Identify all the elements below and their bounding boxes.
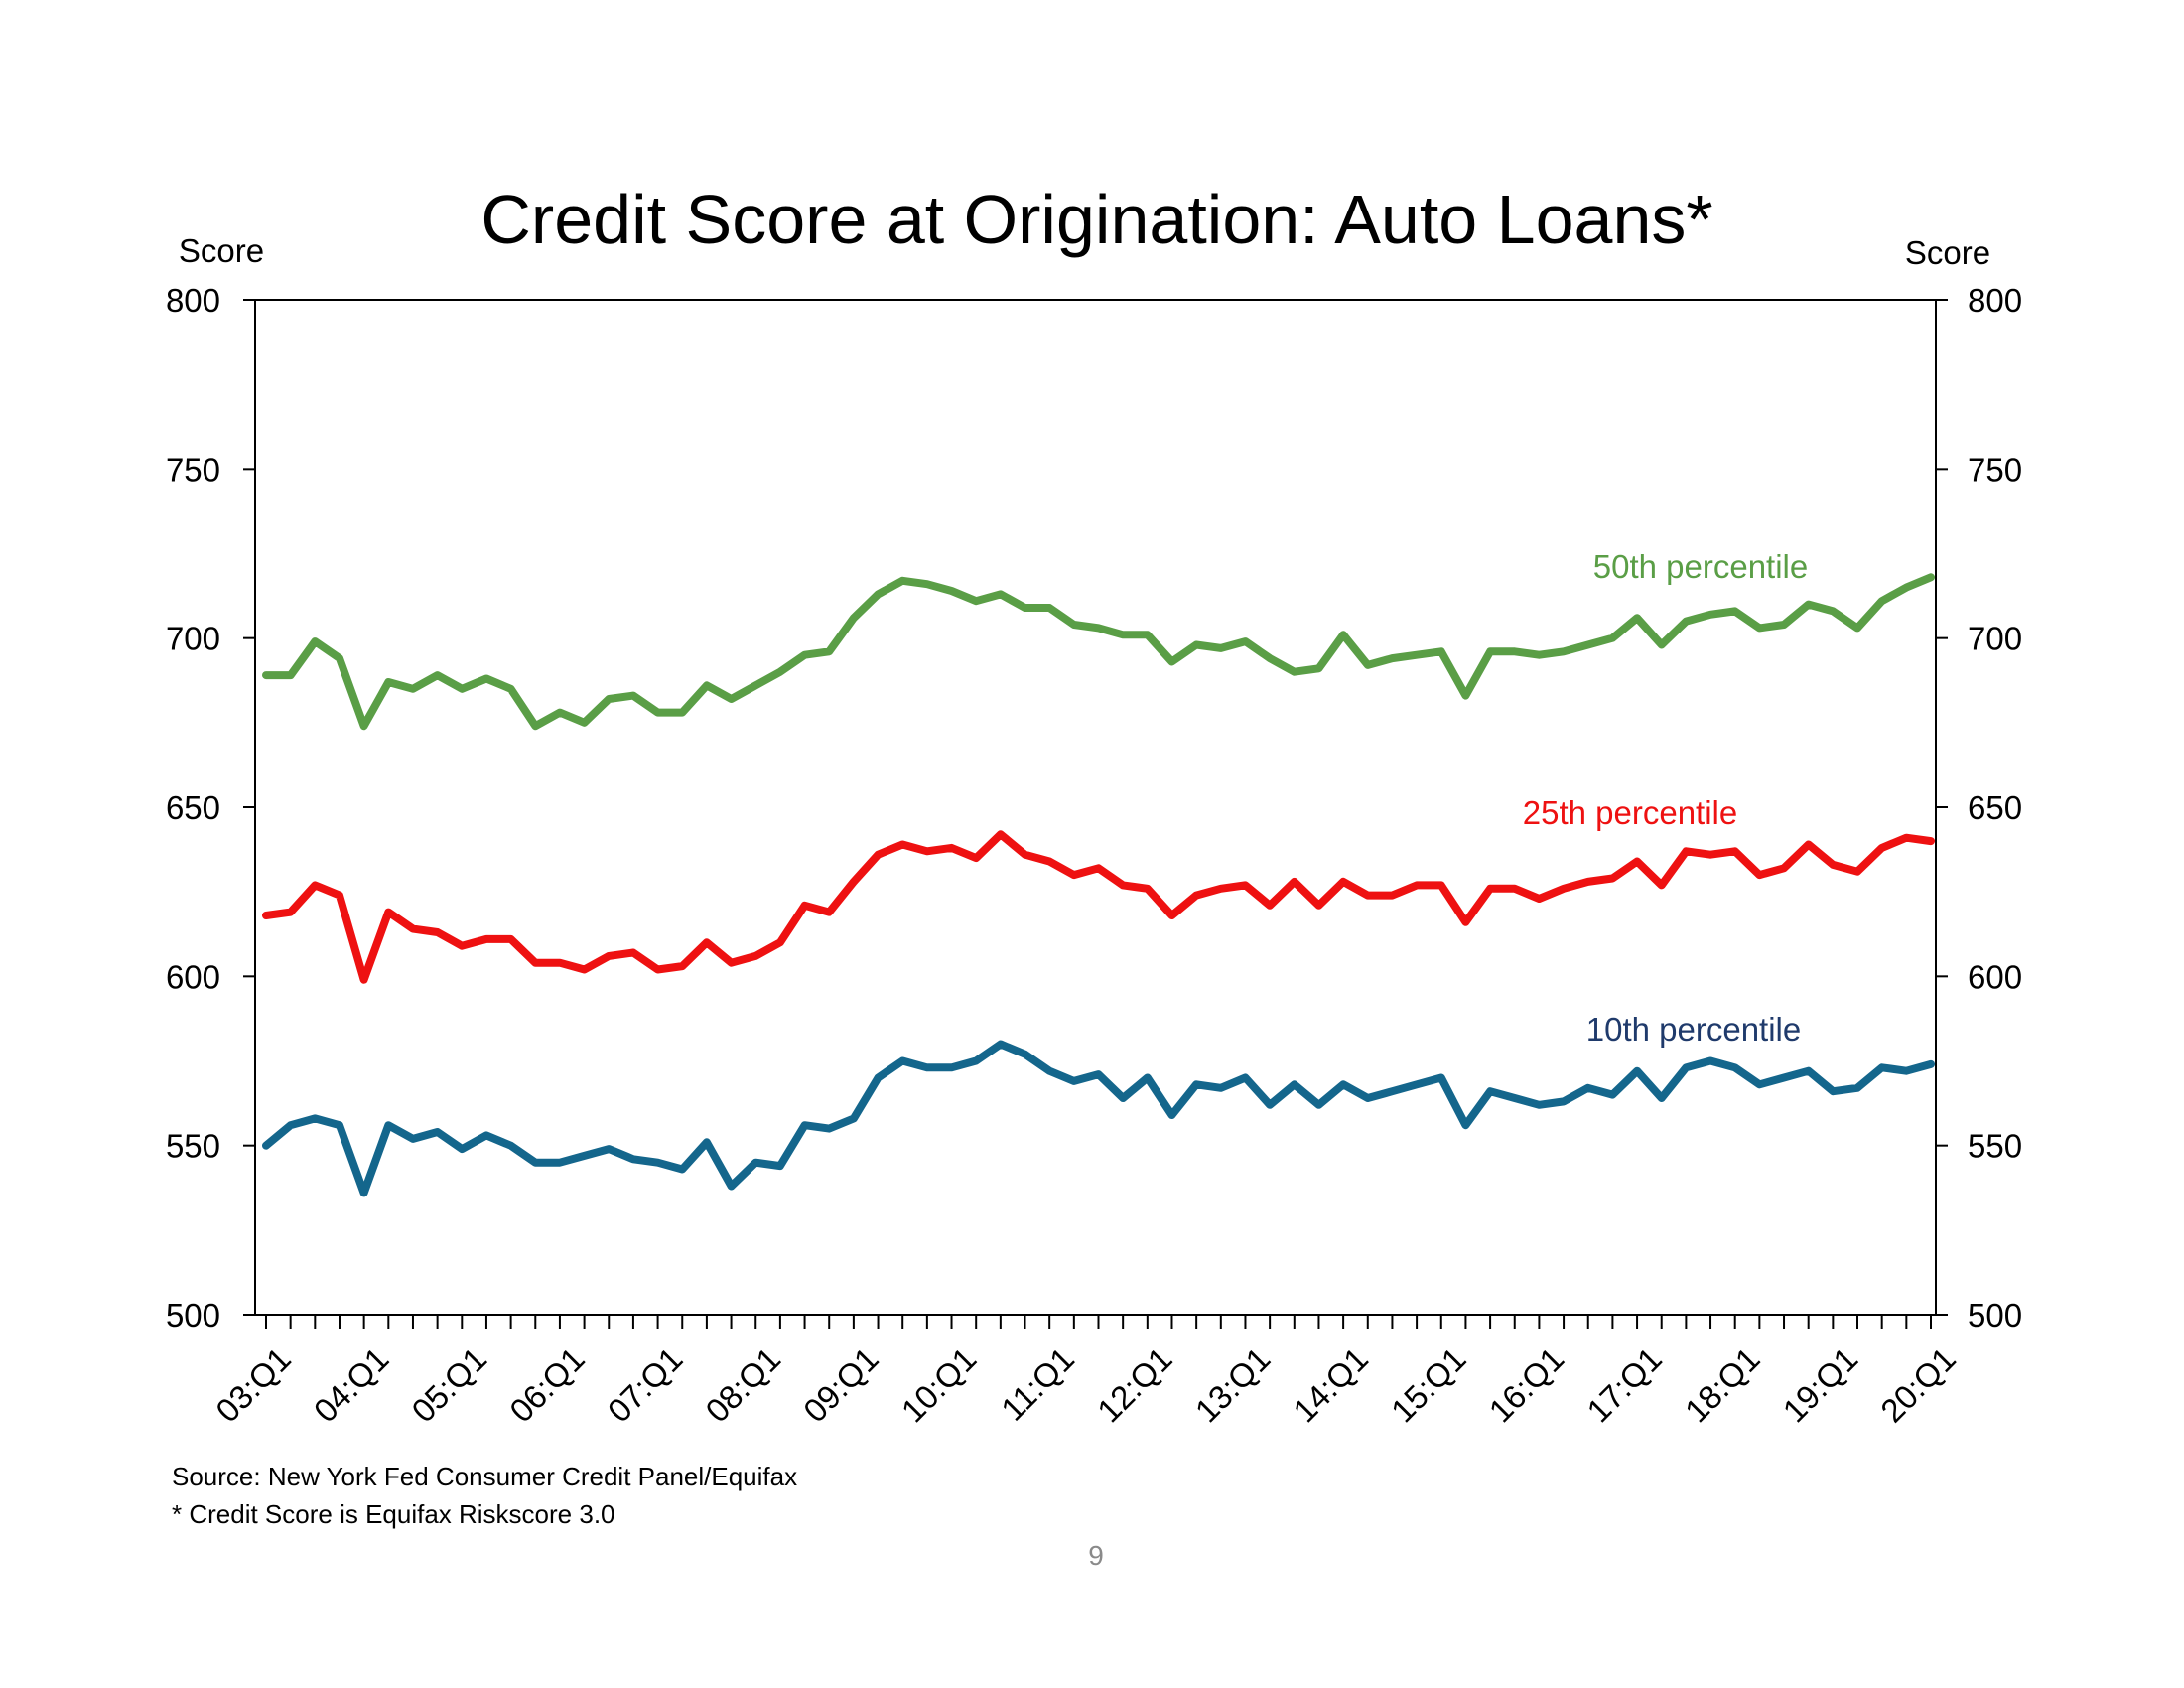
y-axis-label-left: Score — [179, 232, 264, 269]
x-tick-label: 17:Q1 — [1579, 1340, 1669, 1430]
y-tick-label-right: 650 — [1968, 789, 2022, 826]
x-tick-label: 10:Q1 — [894, 1340, 984, 1430]
series-line-10th — [262, 1040, 1935, 1197]
y-tick-label-right: 750 — [1968, 451, 2022, 488]
chart-title: Credit Score at Origination: Auto Loans* — [480, 181, 1712, 258]
y-tick-label-left: 650 — [166, 789, 220, 826]
x-tick-label: 04:Q1 — [307, 1340, 396, 1430]
x-tick-label: 14:Q1 — [1286, 1340, 1375, 1430]
y-axis-label-right: Score — [1905, 234, 1990, 271]
y-axis-right: 500 550 600 650 700 750 800 — [1936, 282, 2022, 1334]
y-tick-label-left: 800 — [166, 282, 220, 319]
page-number: 9 — [1088, 1540, 1104, 1571]
x-tick-label: 15:Q1 — [1384, 1340, 1473, 1430]
x-axis: 03:Q1 04:Q1 05:Q1 06:Q1 07:Q1 08:Q1 09:Q1 10:Q1… — [208, 1315, 1963, 1429]
y-tick-label-left: 700 — [166, 621, 220, 657]
series-label-10th: 10th percentile — [1586, 1011, 1801, 1048]
x-tick-label: 09:Q1 — [796, 1340, 886, 1430]
x-tick-label: 05:Q1 — [404, 1340, 493, 1430]
y-tick-label-left: 500 — [166, 1297, 220, 1334]
x-tick-label: 06:Q1 — [502, 1340, 592, 1430]
y-tick-label-right: 800 — [1968, 282, 2022, 319]
series-line-50th — [262, 573, 1935, 731]
x-tick-label: 16:Q1 — [1482, 1340, 1571, 1430]
x-tick-label: 20:Q1 — [1873, 1340, 1963, 1430]
x-tick-label: 13:Q1 — [1188, 1340, 1278, 1430]
series-label-25th: 25th percentile — [1523, 794, 1737, 831]
y-tick-label-right: 700 — [1968, 621, 2022, 657]
x-tick-label: 03:Q1 — [208, 1340, 298, 1430]
x-tick-label: 19:Q1 — [1776, 1340, 1865, 1430]
y-axis-left: 500 550 600 650 700 750 800 — [166, 282, 255, 1334]
x-tick-label: 08:Q1 — [698, 1340, 787, 1430]
y-tick-label-right: 550 — [1968, 1128, 2022, 1165]
source-note: Source: New York Fed Consumer Credit Pan… — [172, 1462, 797, 1491]
y-tick-label-left: 600 — [166, 958, 220, 995]
x-tick-label: 18:Q1 — [1678, 1340, 1767, 1430]
y-tick-label-left: 750 — [166, 451, 220, 488]
y-tick-label-left: 550 — [166, 1128, 220, 1165]
x-tick-label: 07:Q1 — [601, 1340, 690, 1430]
series-label-50th: 50th percentile — [1593, 548, 1808, 585]
y-tick-label-right: 600 — [1968, 958, 2022, 995]
footnote: * Credit Score is Equifax Riskscore 3.0 — [172, 1499, 615, 1529]
x-tick-label: 11:Q1 — [994, 1340, 1081, 1428]
y-tick-label-right: 500 — [1968, 1297, 2022, 1334]
x-tick-label: 12:Q1 — [1090, 1340, 1179, 1430]
series-lines — [262, 573, 1935, 1197]
series-line-25th — [262, 830, 1935, 984]
